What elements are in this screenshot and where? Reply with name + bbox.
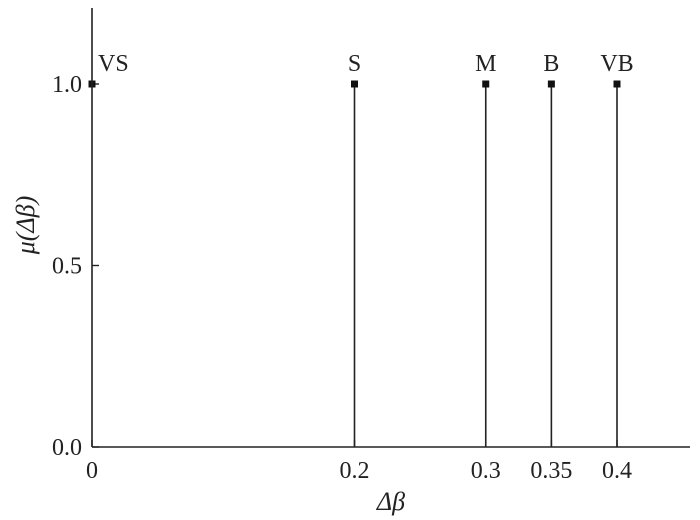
point-label-m: M [475,51,496,77]
marker-s [351,80,358,88]
y-tick-label: 0.5 [52,254,82,280]
ticks-layer: 0 0.2 0.3 0.35 0.4 0.0 0.5 1.0 [52,72,632,484]
point-label-vb: VB [600,51,633,77]
x-tick-label: 0.35 [530,458,572,484]
y-axis-title: μ(Δβ) [11,196,40,256]
x-tick-label: 0 [86,458,98,484]
x-axis-title: Δβ [376,487,405,516]
marker-vb [613,80,621,88]
x-tick-label: 0.4 [602,458,632,484]
marker-m [482,80,490,88]
y-tick-label: 1.0 [52,72,82,98]
x-tick-label: 0.2 [340,458,370,484]
point-label-vs: VS [98,51,129,77]
x-tick-label: 0.3 [471,458,501,484]
y-tick-label: 0.0 [52,435,82,461]
stems-layer: VS S M B VB [88,51,634,447]
marker-b [547,80,555,88]
point-label-b: B [543,51,559,77]
point-label-s: S [348,51,361,77]
